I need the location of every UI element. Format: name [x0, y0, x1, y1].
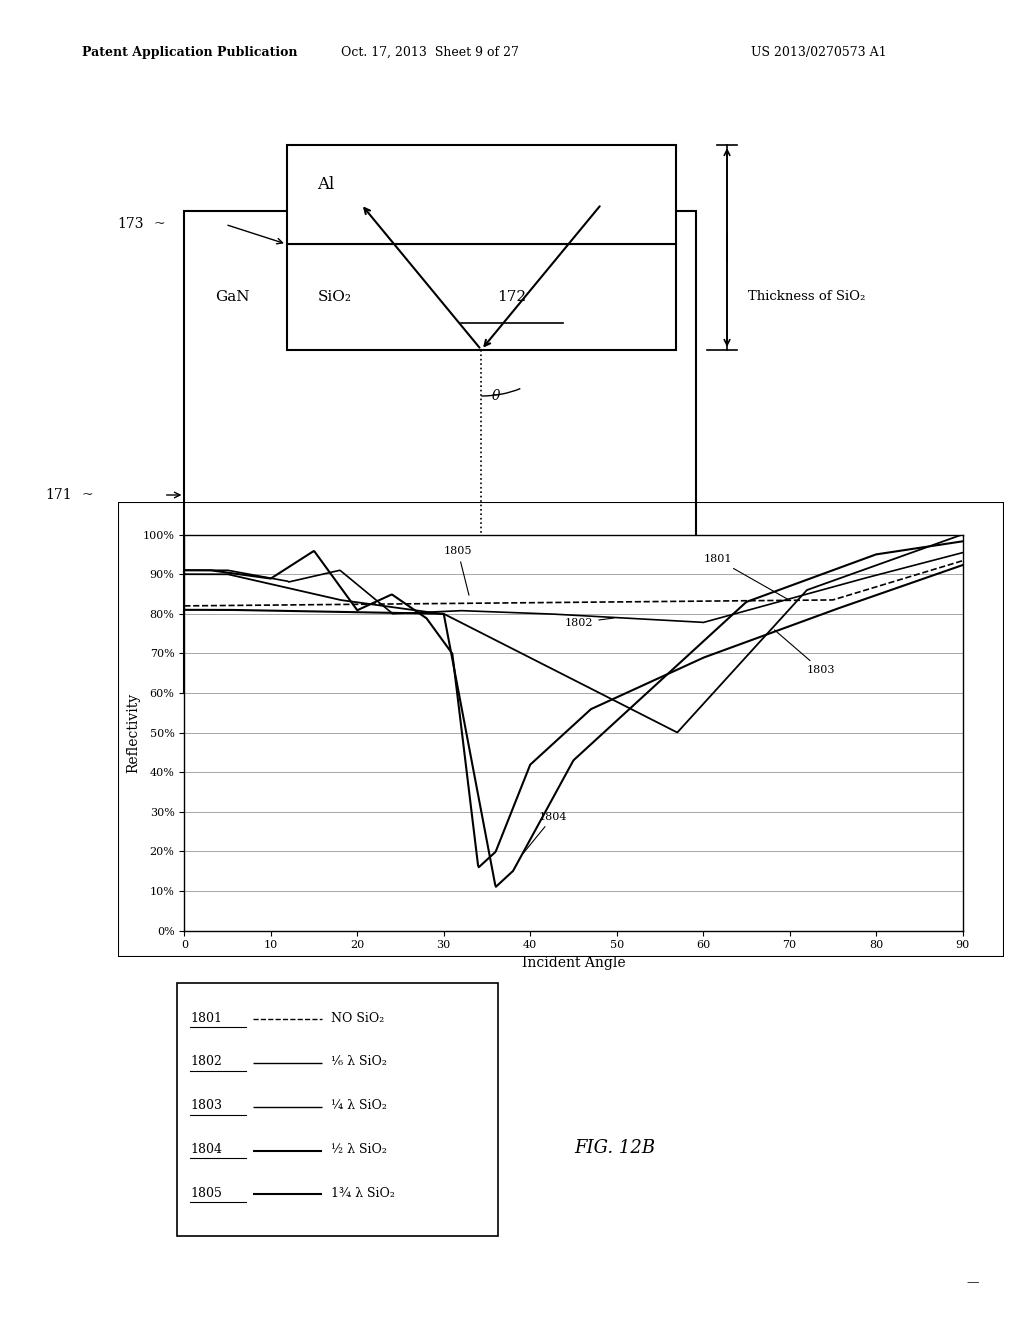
- Text: 1803: 1803: [190, 1100, 222, 1113]
- Bar: [287, 244, 676, 350]
- Text: —: —: [967, 1276, 979, 1290]
- Text: θ: θ: [492, 389, 500, 404]
- Text: 1804: 1804: [190, 1143, 222, 1156]
- Text: FIG. 12A: FIG. 12A: [840, 664, 921, 682]
- Text: 1803: 1803: [774, 630, 836, 676]
- Text: ¼ λ SiO₂: ¼ λ SiO₂: [332, 1100, 387, 1113]
- Text: 173: 173: [117, 218, 143, 231]
- Text: Al: Al: [317, 177, 335, 193]
- Text: ½ λ SiO₂: ½ λ SiO₂: [332, 1143, 387, 1156]
- Text: 1801: 1801: [190, 1011, 222, 1024]
- Text: NO SiO₂: NO SiO₂: [332, 1011, 385, 1024]
- Text: US 2013/0270573 A1: US 2013/0270573 A1: [752, 46, 887, 59]
- Text: ~: ~: [82, 488, 93, 502]
- Text: 1801: 1801: [703, 554, 787, 599]
- Text: 1805: 1805: [443, 546, 472, 595]
- Bar: [184, 211, 696, 693]
- Text: Oct. 17, 2013  Sheet 9 of 27: Oct. 17, 2013 Sheet 9 of 27: [341, 46, 519, 59]
- Text: 1804: 1804: [523, 812, 567, 853]
- Text: 1¾ λ SiO₂: 1¾ λ SiO₂: [332, 1187, 395, 1200]
- Text: Patent Application Publication: Patent Application Publication: [82, 46, 297, 59]
- Text: FIG. 12B: FIG. 12B: [573, 1139, 655, 1158]
- Text: SiO₂: SiO₂: [317, 290, 351, 304]
- Text: 171: 171: [45, 488, 72, 502]
- Y-axis label: Reflectivity: Reflectivity: [126, 693, 140, 772]
- Bar: [287, 145, 676, 244]
- Text: Thickness of SiO₂: Thickness of SiO₂: [748, 290, 865, 304]
- Text: 1805: 1805: [190, 1187, 222, 1200]
- Text: 1802: 1802: [190, 1056, 222, 1068]
- Text: 172: 172: [498, 290, 526, 304]
- Text: 1802: 1802: [565, 618, 614, 628]
- Text: ¹⁄₆ λ SiO₂: ¹⁄₆ λ SiO₂: [332, 1056, 387, 1068]
- Text: ~: ~: [154, 218, 165, 231]
- X-axis label: Incident Angle: Incident Angle: [521, 956, 626, 970]
- Text: GaN: GaN: [215, 290, 250, 304]
